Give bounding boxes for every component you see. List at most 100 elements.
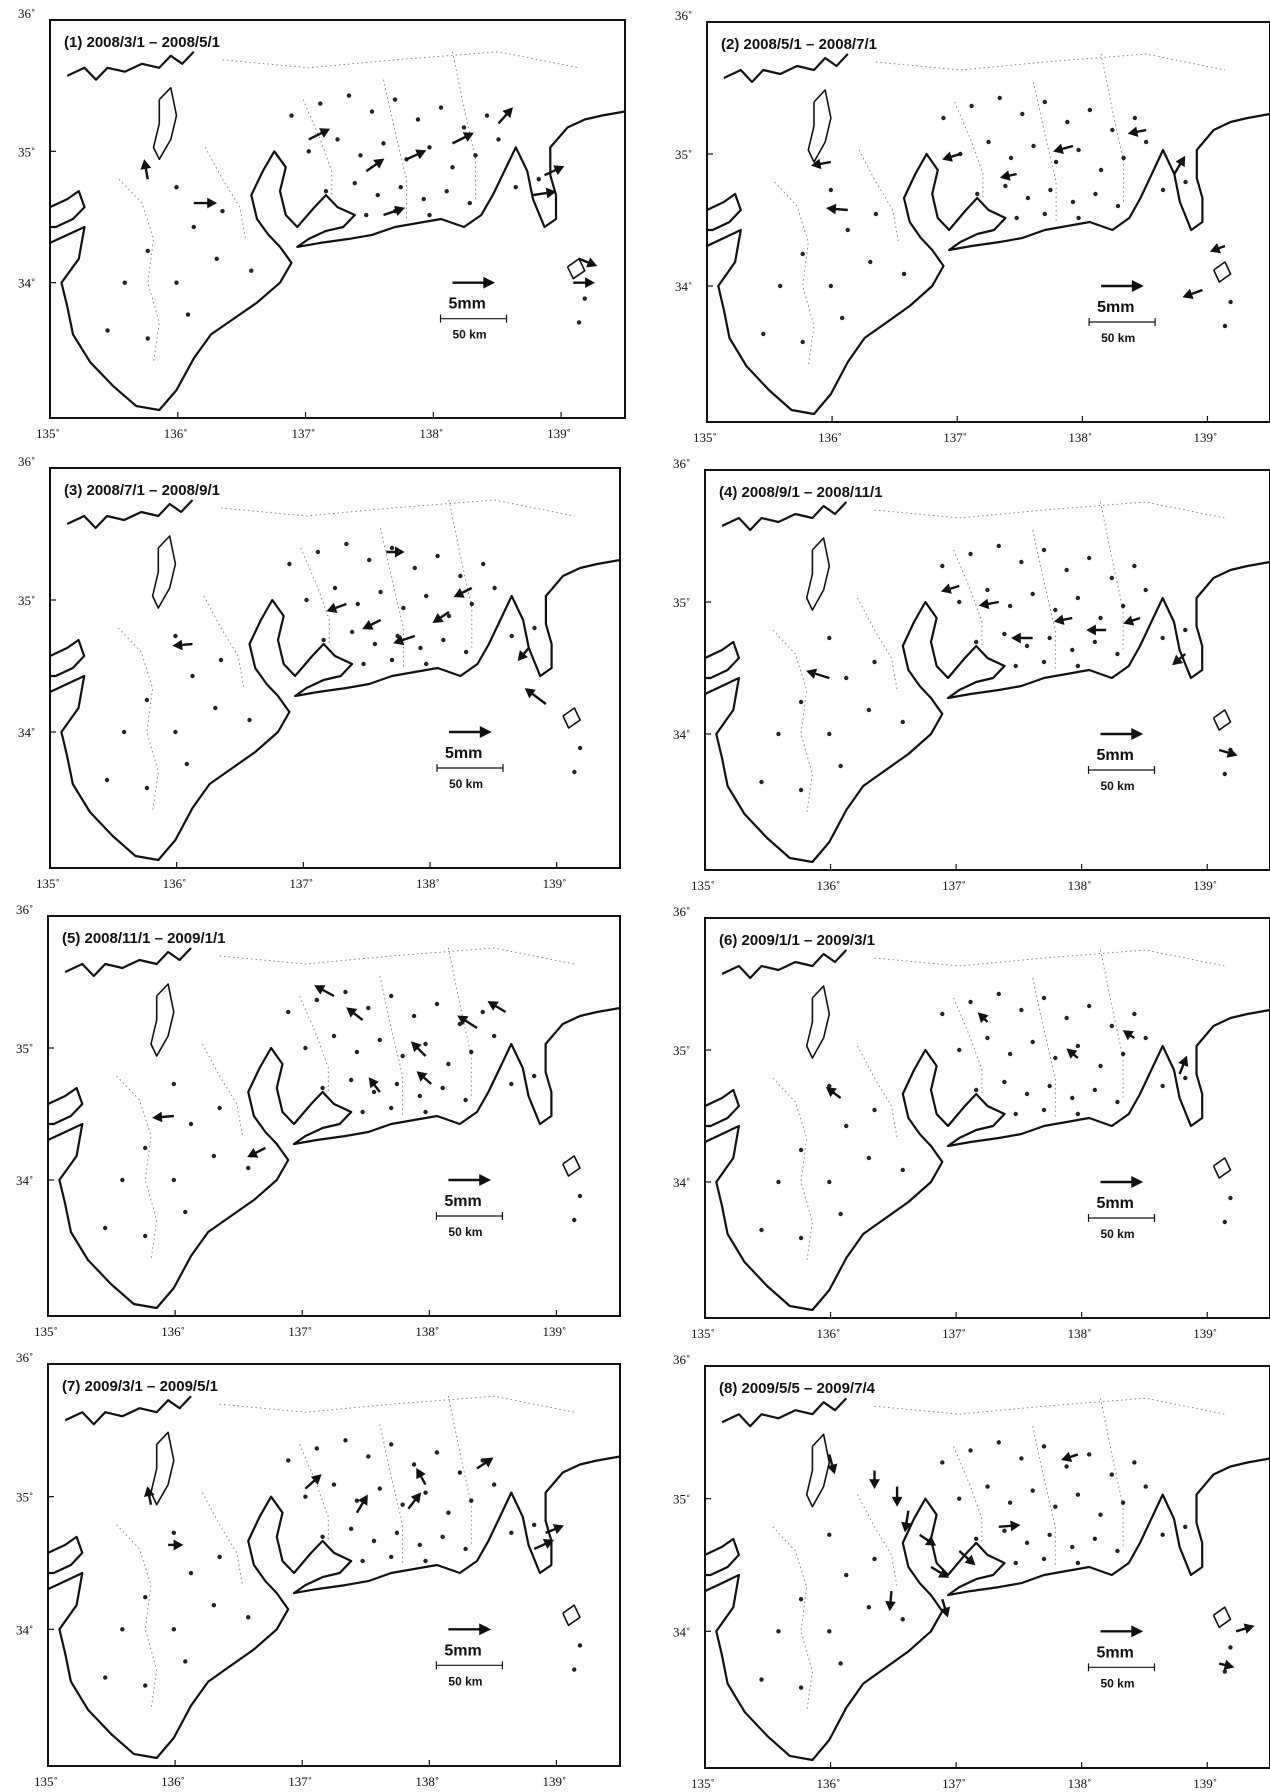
gps-station: [360, 1558, 365, 1564]
gps-station: [1047, 1532, 1052, 1538]
longitude-tick-label: 138˚: [1068, 430, 1092, 445]
latitude-tick-label: 36˚: [16, 902, 33, 917]
prefecture-border: [1033, 81, 1057, 222]
longitude-tick-label: 135˚: [691, 1326, 715, 1341]
longitude-tick-label: 138˚: [1068, 1776, 1092, 1791]
displacement-arrow: [476, 1457, 494, 1470]
prefecture-border: [774, 181, 815, 367]
coastline: [49, 558, 621, 862]
longitude-tick-label: 139˚: [547, 426, 571, 441]
displacement-arrow: [524, 688, 547, 705]
latitude-tick-label: 34˚: [673, 1175, 690, 1190]
longitude-tick-label: 135˚: [36, 876, 60, 891]
gps-station: [1030, 591, 1035, 597]
gps-station: [323, 188, 329, 194]
island: [562, 707, 581, 729]
displacement-arrow: [578, 257, 598, 268]
gps-station: [941, 115, 946, 121]
gps-station: [318, 101, 323, 106]
gps-station: [1042, 211, 1048, 217]
gps-station: [143, 1233, 148, 1239]
coastline: [704, 640, 741, 680]
map-panel-2: (2) 2008/5/1 – 2008/7/1 36˚ 35˚ 34˚ 135˚ 136˚…: [675, 8, 1270, 445]
scale-legend: 5mm 50 km: [436, 726, 504, 791]
gps-station: [103, 1225, 108, 1231]
gps-station: [217, 1105, 222, 1111]
latitude-tick-label: 35˚: [18, 144, 35, 159]
gps-station: [289, 113, 294, 118]
gps-station: [375, 192, 380, 198]
displacement-arrow: [362, 618, 382, 630]
scale-legend: 5mm 50 km: [1088, 280, 1156, 345]
gps-station: [798, 1147, 804, 1153]
gps-station: [122, 280, 127, 285]
gps-station: [377, 1486, 382, 1491]
gps-station: [1075, 663, 1081, 669]
gps-station: [996, 543, 1001, 549]
gps-station: [761, 331, 766, 337]
displacement-arrow: [346, 1007, 364, 1021]
gps-station: [171, 1530, 177, 1536]
gps-station: [218, 657, 224, 663]
displacement-arrow: [517, 647, 530, 662]
map-frame: [47, 915, 621, 1317]
gps-station: [444, 188, 449, 194]
displacement-arrow: [193, 197, 218, 209]
gps-station: [315, 549, 321, 555]
displacement-arrow: [533, 1539, 555, 1551]
displacement-arrow: [1172, 653, 1187, 666]
gps-station: [1160, 1532, 1165, 1538]
gps-station: [174, 184, 179, 190]
gps-station: [358, 153, 363, 158]
displacement-arrow: [545, 1524, 564, 1535]
gps-station: [1120, 1051, 1126, 1057]
displacement-arrow: [1173, 155, 1186, 175]
gps-station: [1183, 1524, 1188, 1530]
scale-legend: 5mm 50 km: [1087, 728, 1156, 793]
gps-station: [400, 1502, 405, 1507]
gps-station: [986, 139, 991, 145]
prefecture-border: [379, 975, 404, 1116]
map-frame: [704, 1365, 1270, 1769]
gps-station: [355, 601, 360, 607]
map-panel-4: (4) 2008/9/1 – 2008/11/1 36˚ 35˚ 34˚ 135˚ 136…: [673, 456, 1270, 893]
gps-station: [1222, 323, 1228, 329]
gps-station: [1076, 147, 1081, 153]
gps-station: [1087, 555, 1092, 561]
lake-biwa: [151, 535, 177, 609]
gps-station: [800, 251, 805, 257]
coastline: [47, 1086, 84, 1126]
gps-station: [246, 1165, 251, 1171]
displacement-arrow: [978, 598, 1000, 610]
scale-arrow-label: 5mm: [445, 745, 482, 762]
longitude-tick-label: 135˚: [34, 1324, 58, 1339]
latitude-tick-label: 36˚: [673, 904, 690, 919]
prefecture-border: [772, 1526, 813, 1712]
gps-station: [143, 1145, 148, 1151]
gps-station: [348, 1077, 354, 1083]
gps-station: [469, 1498, 474, 1503]
prefecture-border: [452, 51, 476, 200]
prefecture-border: [220, 499, 575, 517]
prefecture-border: [222, 51, 580, 69]
gps-station: [798, 1235, 804, 1241]
gps-station: [480, 1009, 485, 1015]
scale-arrow-label: 5mm: [1097, 1195, 1134, 1212]
gps-station: [171, 1177, 177, 1183]
scale-arrow-label: 5mm: [449, 296, 486, 313]
gps-station: [1183, 1075, 1188, 1081]
coastline: [723, 53, 849, 84]
displacement-arrow: [457, 1015, 478, 1030]
gps-station: [389, 545, 395, 551]
gps-station: [1013, 1560, 1018, 1566]
coastline: [47, 1455, 621, 1760]
longitude-tick-label: 138˚: [415, 1774, 439, 1789]
gps-station: [366, 1005, 371, 1011]
displacement-arrow: [919, 1533, 937, 1546]
gps-station: [184, 761, 189, 767]
scale-legend: 5mm 50 km: [435, 1174, 503, 1239]
gps-station: [536, 177, 541, 182]
gps-station: [423, 1558, 428, 1564]
gps-station: [364, 212, 369, 218]
displacement-arrow: [497, 107, 513, 125]
